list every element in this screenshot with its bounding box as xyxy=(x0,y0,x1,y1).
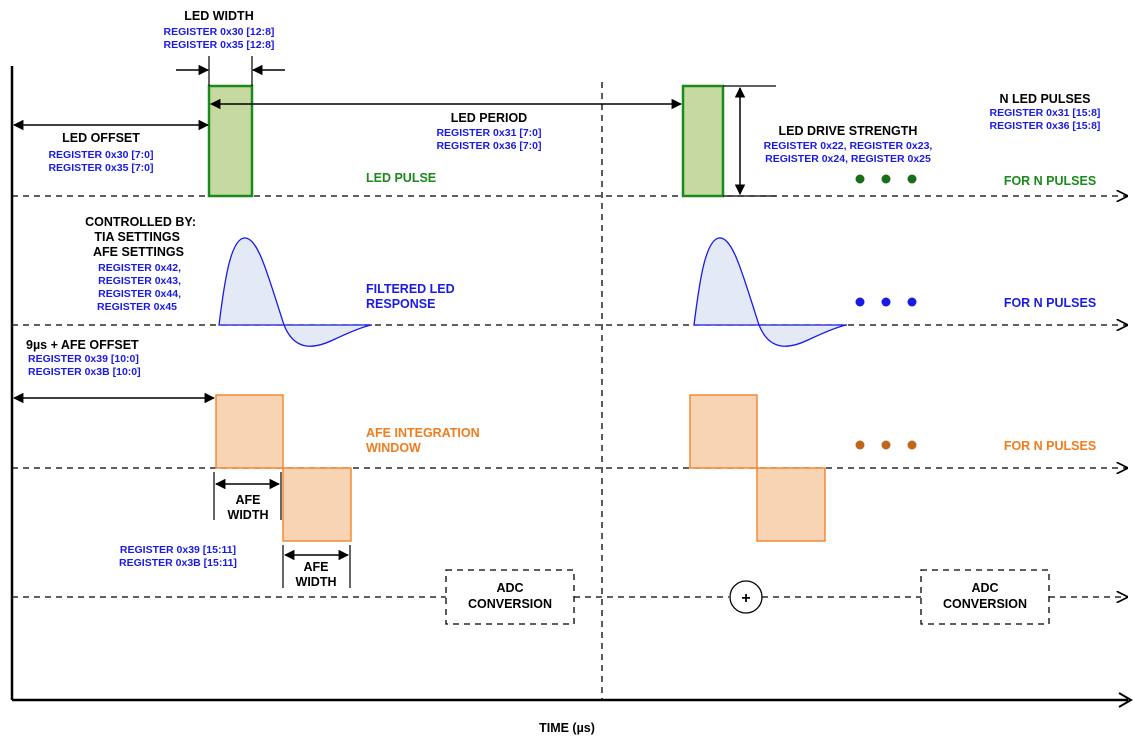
led-width-title: LED WIDTH xyxy=(184,9,253,23)
time-axis-arrowhead xyxy=(1118,692,1133,708)
led-period-register-1: REGISTER 0x31 [7:0] xyxy=(436,127,541,139)
led-pulse-label: LED PULSE xyxy=(366,171,436,185)
time-axis-label: TIME (µs) xyxy=(539,721,595,735)
controlled-by-line-1: CONTROLLED BY: xyxy=(85,215,196,229)
adc-conversion-box-1 xyxy=(445,569,575,625)
controlled-by-register-1: REGISTER 0x42, xyxy=(98,262,181,274)
filtered-response-curve-2 xyxy=(693,237,848,347)
led-offset-register-1: REGISTER 0x30 [7:0] xyxy=(48,149,153,161)
led-period-title: LED PERIOD xyxy=(451,111,527,125)
led-offset-title: LED OFFSET xyxy=(62,131,140,145)
led-width-register-1: REGISTER 0x30 [12:8] xyxy=(164,26,275,38)
controlled-by-register-3: REGISTER 0x44, xyxy=(98,288,181,300)
afe-ellipsis-dot-3 xyxy=(907,440,917,450)
led-width-register-2: REGISTER 0x35 [12:8] xyxy=(164,39,275,51)
afe-width-register-1: REGISTER 0x39 [15:11] xyxy=(120,544,236,556)
afe-offset-title: 9µs + AFE OFFSET xyxy=(26,338,139,352)
led-pulse-2 xyxy=(681,84,725,198)
n-led-pulses-register-1: REGISTER 0x31 [15:8] xyxy=(990,107,1101,119)
led-ellipsis-dot-1 xyxy=(855,174,865,184)
afe-width-1-label-2: WIDTH xyxy=(228,508,269,522)
drive-strength-title: LED DRIVE STRENGTH xyxy=(779,124,918,138)
controlled-by-line-2: TIA SETTINGS xyxy=(94,230,180,244)
adc-conversion-2-line-2: CONVERSION xyxy=(943,597,1027,611)
afe-offset-register-1: REGISTER 0x39 [10:0] xyxy=(28,353,139,365)
filtered-response-label-2: RESPONSE xyxy=(366,297,435,311)
afe-window-negative-2 xyxy=(756,467,826,542)
led-offset-register-2: REGISTER 0x35 [7:0] xyxy=(48,162,153,174)
led-pulse-1 xyxy=(207,84,254,198)
response-ellipsis-dot-2 xyxy=(881,297,891,307)
filtered-response-label-1: FILTERED LED xyxy=(366,282,455,296)
filtered-response-curve-1 xyxy=(218,237,373,347)
for-n-pulses-afe: FOR N PULSES xyxy=(1004,439,1096,453)
adder-plus-symbol: + xyxy=(741,590,750,607)
afe-width-register-2: REGISTER 0x3B [15:11] xyxy=(119,557,237,569)
led-period-register-2: REGISTER 0x36 [7:0] xyxy=(436,140,541,152)
drive-strength-register-2: REGISTER 0x24, REGISTER 0x25 xyxy=(765,153,931,165)
for-n-pulses-response: FOR N PULSES xyxy=(1004,296,1096,310)
afe-window-label-1: AFE INTEGRATION xyxy=(366,426,480,440)
afe-width-2-label-2: WIDTH xyxy=(296,575,337,589)
n-led-pulses-register-2: REGISTER 0x36 [15:8] xyxy=(990,120,1101,132)
adc-conversion-1-line-2: CONVERSION xyxy=(468,597,552,611)
led-ellipsis-dot-3 xyxy=(907,174,917,184)
afe-window-positive-1 xyxy=(215,394,284,469)
drive-strength-register-1: REGISTER 0x22, REGISTER 0x23, xyxy=(764,140,933,152)
afe-window-negative-1 xyxy=(282,467,352,542)
adder-circle xyxy=(729,580,763,614)
adc-conversion-1-line-1: ADC xyxy=(496,581,523,595)
for-n-pulses-led: FOR N PULSES xyxy=(1004,174,1096,188)
afe-width-1-label-1: AFE xyxy=(236,493,261,507)
adc-conversion-2-line-1: ADC xyxy=(971,581,998,595)
afe-window-positive-2 xyxy=(689,394,758,469)
afe-window-label-2: WINDOW xyxy=(366,441,421,455)
controlled-by-register-2: REGISTER 0x43, xyxy=(98,275,181,287)
afe-ellipsis-dot-2 xyxy=(881,440,891,450)
adc-conversion-box-2 xyxy=(920,569,1050,625)
controlled-by-register-4: REGISTER 0x45 xyxy=(97,301,177,313)
led-ellipsis-dot-2 xyxy=(881,174,891,184)
controlled-by-line-3: AFE SETTINGS xyxy=(93,245,184,259)
afe-offset-register-2: REGISTER 0x3B [10:0] xyxy=(28,366,141,378)
response-ellipsis-dot-1 xyxy=(855,297,865,307)
n-led-pulses-title: N LED PULSES xyxy=(1000,92,1091,106)
response-ellipsis-dot-3 xyxy=(907,297,917,307)
afe-width-2-label-1: AFE xyxy=(304,560,329,574)
afe-ellipsis-dot-1 xyxy=(855,440,865,450)
